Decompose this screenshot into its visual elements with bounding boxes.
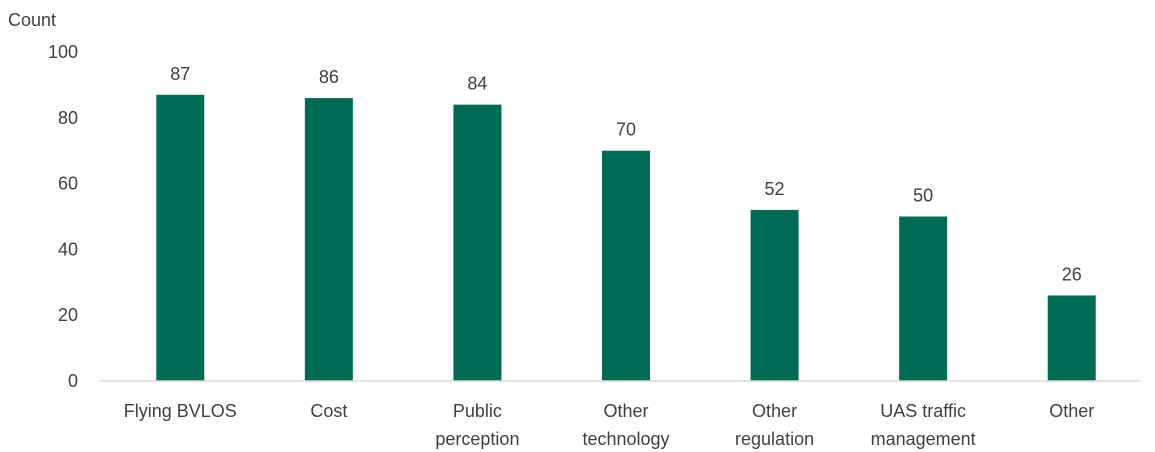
category-label-line: Other (752, 401, 797, 421)
category-label-line: Other (603, 401, 648, 421)
category-label: Flying BVLOS (124, 401, 237, 421)
category-label-line: management (871, 429, 976, 449)
y-tick-label: 80 (58, 108, 78, 128)
bar-value-label: 50 (913, 186, 933, 206)
bar (899, 216, 948, 381)
y-tick-label: 100 (48, 42, 78, 62)
y-tick-label: 60 (58, 174, 78, 194)
y-tick-label: 20 (58, 305, 78, 325)
bar-value-label: 84 (467, 74, 487, 94)
y-tick-label: 0 (68, 371, 78, 391)
category-label: Public perception (435, 401, 519, 449)
category-label: UAS traffic management (871, 401, 976, 449)
bar (602, 150, 650, 381)
bars (156, 94, 1096, 382)
y-axis-title: Count (8, 10, 56, 30)
category-label-line: Flying BVLOS (124, 401, 237, 421)
bar (750, 209, 799, 381)
category-label: Other regulation (735, 401, 814, 449)
category-label-line: regulation (735, 429, 814, 449)
category-label-line: perception (435, 429, 519, 449)
category-label-line: UAS traffic (880, 401, 966, 421)
bar-value-label: 70 (616, 120, 636, 140)
bar (304, 98, 353, 381)
bar (1047, 295, 1096, 381)
bar-value-label: 87 (170, 64, 190, 84)
category-labels: Flying BVLOS Cost Public perception Other tec… (124, 401, 1094, 449)
y-tick-label: 40 (58, 239, 78, 259)
y-axis-ticks: 0 20 40 60 80 100 (48, 42, 78, 391)
category-label-line: Cost (310, 401, 347, 421)
category-label: Other technology (582, 401, 669, 449)
category-label-line: Other (1049, 401, 1094, 421)
bar (156, 94, 205, 382)
category-label: Other (1049, 401, 1094, 421)
data-labels: 87 86 84 70 52 50 26 (170, 64, 1081, 285)
bar-value-label: 52 (765, 179, 785, 199)
category-label-line: Public (453, 401, 502, 421)
bar (453, 104, 502, 381)
category-label-line: technology (582, 429, 669, 449)
bar-value-label: 26 (1062, 264, 1082, 284)
bar-value-label: 86 (319, 67, 339, 87)
category-label: Cost (310, 401, 347, 421)
